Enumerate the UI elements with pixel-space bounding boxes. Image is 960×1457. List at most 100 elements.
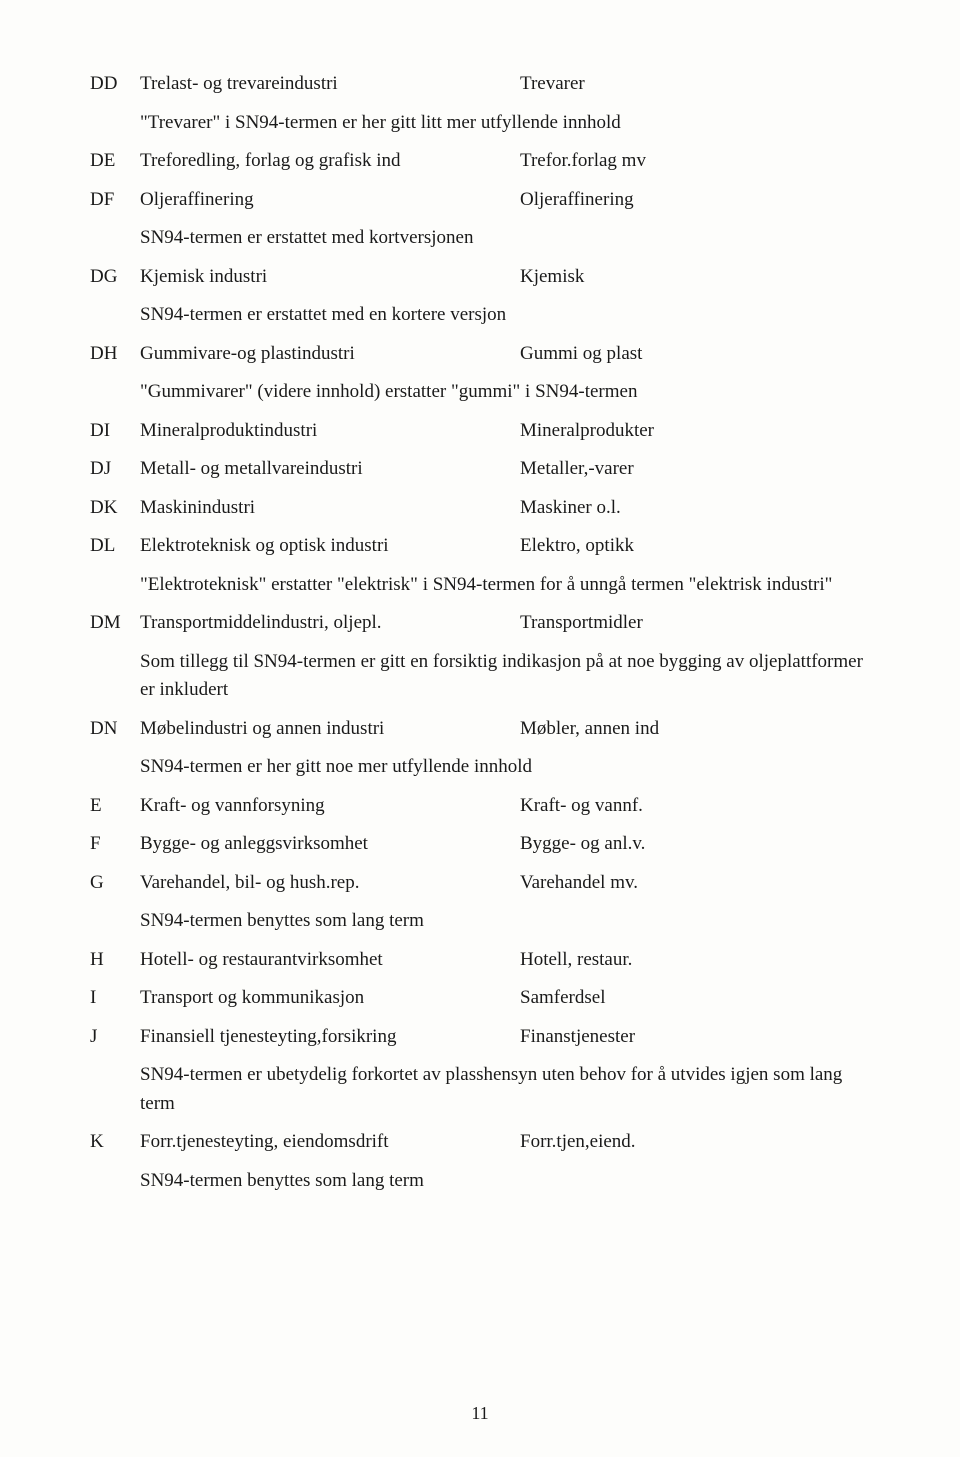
table-row: DKMaskinindustriMaskiner o.l.: [90, 494, 870, 523]
note-text: SN94-termen er erstattet med en kortere …: [140, 301, 870, 330]
description-cell: Transport og kommunikasjon: [140, 984, 520, 1013]
code-cell: E: [90, 792, 140, 821]
description-cell: Transportmiddelindustri, oljepl.: [140, 609, 520, 638]
description-cell: Finansiell tjenesteyting,forsikring: [140, 1023, 520, 1052]
table-row: GVarehandel, bil- og hush.rep.Varehandel…: [90, 869, 870, 898]
document-page: DDTrelast- og trevareindustriTrevarer "Tr…: [0, 0, 960, 1457]
description-cell: Maskinindustri: [140, 494, 520, 523]
code-cell: G: [90, 869, 140, 898]
code-cell: DK: [90, 494, 140, 523]
table-row: ITransport og kommunikasjonSamferdsel: [90, 984, 870, 1013]
note-row: SN94-termen benyttes som lang term: [90, 1167, 870, 1196]
note-row: SN94-termen er her gitt noe mer utfyllen…: [90, 753, 870, 782]
table-row: DMTransportmiddelindustri, oljepl.Transp…: [90, 609, 870, 638]
note-text: "Elektroteknisk" erstatter "elektrisk" i…: [140, 571, 870, 600]
description-cell: Bygge- og anleggsvirksomhet: [140, 830, 520, 859]
table-row: JFinansiell tjenesteyting,forsikringFina…: [90, 1023, 870, 1052]
note-text: "Gummivarer" (videre innhold) erstatter …: [140, 378, 870, 407]
table-row: FBygge- og anleggsvirksomhetBygge- og an…: [90, 830, 870, 859]
note-row: "Elektroteknisk" erstatter "elektrisk" i…: [90, 571, 870, 600]
table-row: EKraft- og vannforsyningKraft- og vannf.: [90, 792, 870, 821]
short-term-cell: Trefor.forlag mv: [520, 147, 870, 176]
short-term-cell: Mineralprodukter: [520, 417, 870, 446]
page-number: 11: [0, 1400, 960, 1427]
description-cell: Metall- og metallvareindustri: [140, 455, 520, 484]
note-row: SN94-termen benyttes som lang term: [90, 907, 870, 936]
code-cell: DF: [90, 186, 140, 215]
note-row: Som tillegg til SN94-termen er gitt en f…: [90, 648, 870, 705]
note-text: SN94-termen benyttes som lang term: [140, 907, 870, 936]
note-row: SN94-termen er erstattet med kortversjon…: [90, 224, 870, 253]
table-row: HHotell- og restaurantvirksomhetHotell, …: [90, 946, 870, 975]
short-term-cell: Hotell, restaur.: [520, 946, 870, 975]
table-row: KForr.tjenesteyting, eiendomsdriftForr.t…: [90, 1128, 870, 1157]
note-text: SN94-termen er erstattet med kortversjon…: [140, 224, 870, 253]
note-indent: [90, 301, 140, 330]
description-cell: Forr.tjenesteyting, eiendomsdrift: [140, 1128, 520, 1157]
short-term-cell: Finanstjenester: [520, 1023, 870, 1052]
note-indent: [90, 571, 140, 600]
code-cell: DM: [90, 609, 140, 638]
table-row: DFOljeraffineringOljeraffinering: [90, 186, 870, 215]
description-cell: Mineralproduktindustri: [140, 417, 520, 446]
description-cell: Treforedling, forlag og grafisk ind: [140, 147, 520, 176]
table-row: DLElektroteknisk og optisk industriElekt…: [90, 532, 870, 561]
note-row: "Trevarer" i SN94-termen er her gitt lit…: [90, 109, 870, 138]
code-cell: DI: [90, 417, 140, 446]
short-term-cell: Transportmidler: [520, 609, 870, 638]
table-row: DJMetall- og metallvareindustriMetaller,…: [90, 455, 870, 484]
short-term-cell: Kjemisk: [520, 263, 870, 292]
table-row: DETreforedling, forlag og grafisk indTre…: [90, 147, 870, 176]
description-cell: Varehandel, bil- og hush.rep.: [140, 869, 520, 898]
short-term-cell: Møbler, annen ind: [520, 715, 870, 744]
code-cell: F: [90, 830, 140, 859]
short-term-cell: Trevarer: [520, 70, 870, 99]
short-term-cell: Samferdsel: [520, 984, 870, 1013]
description-cell: Møbelindustri og annen industri: [140, 715, 520, 744]
short-term-cell: Gummi og plast: [520, 340, 870, 369]
code-cell: K: [90, 1128, 140, 1157]
note-row: "Gummivarer" (videre innhold) erstatter …: [90, 378, 870, 407]
code-cell: DJ: [90, 455, 140, 484]
note-indent: [90, 907, 140, 936]
code-cell: I: [90, 984, 140, 1013]
note-indent: [90, 1061, 140, 1118]
table-row: DNMøbelindustri og annen industriMøbler,…: [90, 715, 870, 744]
note-text: SN94-termen er ubetydelig forkortet av p…: [140, 1061, 870, 1118]
note-indent: [90, 109, 140, 138]
note-indent: [90, 224, 140, 253]
description-cell: Kjemisk industri: [140, 263, 520, 292]
code-cell: DD: [90, 70, 140, 99]
code-cell: H: [90, 946, 140, 975]
description-cell: Trelast- og trevareindustri: [140, 70, 520, 99]
short-term-cell: Bygge- og anl.v.: [520, 830, 870, 859]
short-term-cell: Maskiner o.l.: [520, 494, 870, 523]
code-cell: DN: [90, 715, 140, 744]
note-indent: [90, 753, 140, 782]
short-term-cell: Elektro, optikk: [520, 532, 870, 561]
note-row: SN94-termen er ubetydelig forkortet av p…: [90, 1061, 870, 1118]
short-term-cell: Metaller,-varer: [520, 455, 870, 484]
note-text: SN94-termen benyttes som lang term: [140, 1167, 870, 1196]
note-indent: [90, 378, 140, 407]
description-cell: Kraft- og vannforsyning: [140, 792, 520, 821]
table-row: DDTrelast- og trevareindustriTrevarer: [90, 70, 870, 99]
description-cell: Hotell- og restaurantvirksomhet: [140, 946, 520, 975]
short-term-cell: Kraft- og vannf.: [520, 792, 870, 821]
table-row: DHGummivare-og plastindustriGummi og pla…: [90, 340, 870, 369]
description-cell: Oljeraffinering: [140, 186, 520, 215]
code-cell: DH: [90, 340, 140, 369]
note-row: SN94-termen er erstattet med en kortere …: [90, 301, 870, 330]
note-text: "Trevarer" i SN94-termen er her gitt lit…: [140, 109, 870, 138]
note-text: Som tillegg til SN94-termen er gitt en f…: [140, 648, 870, 705]
code-cell: DL: [90, 532, 140, 561]
code-cell: DE: [90, 147, 140, 176]
short-term-cell: Forr.tjen,eiend.: [520, 1128, 870, 1157]
table-row: DGKjemisk industriKjemisk: [90, 263, 870, 292]
note-text: SN94-termen er her gitt noe mer utfyllen…: [140, 753, 870, 782]
short-term-cell: Varehandel mv.: [520, 869, 870, 898]
short-term-cell: Oljeraffinering: [520, 186, 870, 215]
description-cell: Elektroteknisk og optisk industri: [140, 532, 520, 561]
note-indent: [90, 648, 140, 705]
table-body: DDTrelast- og trevareindustriTrevarer "Tr…: [90, 70, 870, 1195]
